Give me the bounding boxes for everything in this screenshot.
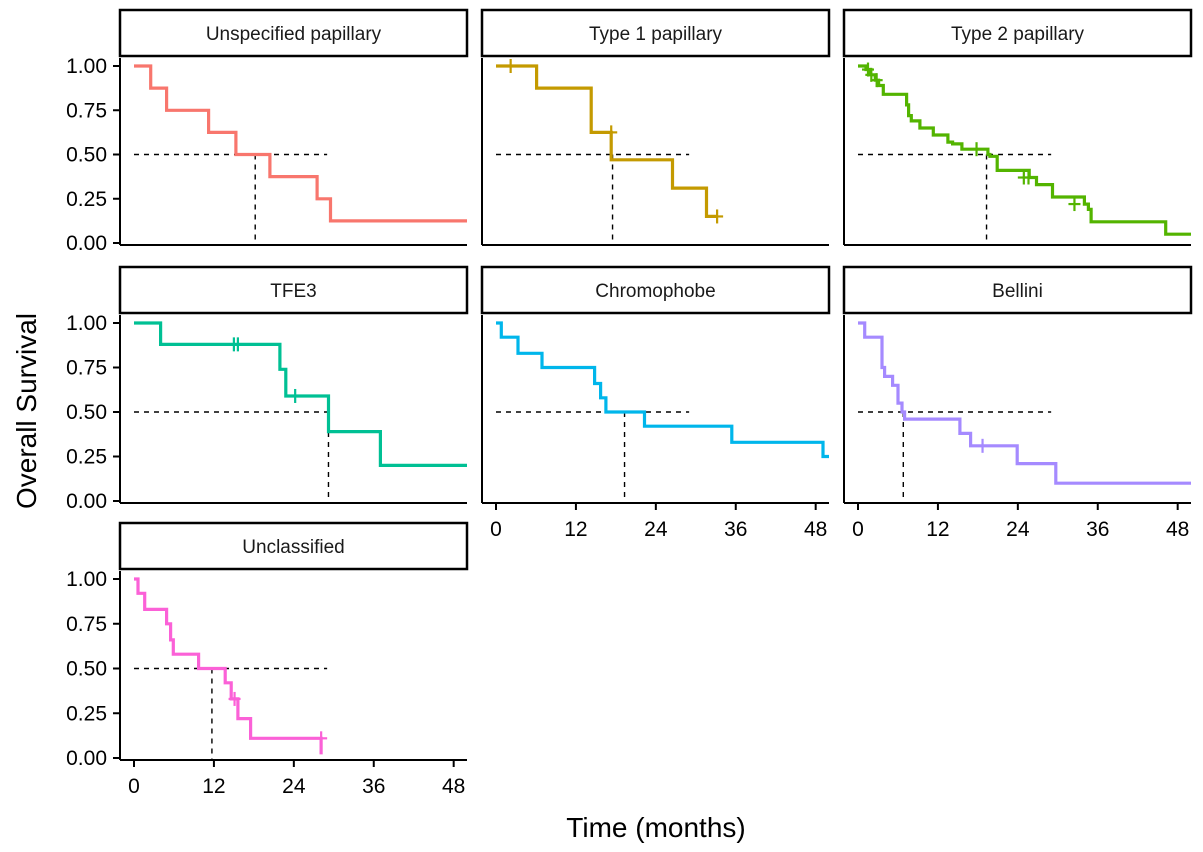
panel-title: Type 2 papillary — [951, 24, 1085, 45]
y-tick-label: 0.50 — [66, 144, 107, 167]
survival-curve — [858, 321, 1191, 485]
x-tick-label: 48 — [1166, 518, 1189, 541]
y-tick-label: 0.25 — [66, 446, 107, 469]
y-axis-title: Overall Survival — [11, 313, 42, 509]
y-tick-label: 1.00 — [66, 55, 107, 78]
panel-strip — [118, 521, 469, 571]
x-tick-label: 36 — [1086, 518, 1109, 541]
x-tick-label: 12 — [202, 775, 225, 798]
survival-curve — [134, 321, 467, 467]
y-tick-label: 0.50 — [66, 401, 107, 424]
panel-type-2-papillary: Type 2 papillary — [842, 8, 1193, 246]
survival-curve — [858, 64, 1191, 236]
survival-curve — [134, 577, 323, 755]
x-tick-label: 0 — [128, 775, 140, 798]
panel-strip — [118, 265, 469, 315]
x-tick-label: 12 — [564, 518, 587, 541]
x-tick-label: 24 — [644, 518, 668, 541]
x-tick-label: 48 — [804, 518, 827, 541]
panel-strip — [480, 265, 831, 315]
x-tick-label: 48 — [442, 775, 465, 798]
panel-unspecified-papillary: Unspecified papillary 0.00 0.25 0.50 0.75 1.0… — [66, 8, 469, 255]
panel-title: Unclassified — [242, 537, 344, 558]
panel-strip — [118, 8, 469, 58]
y-tick-label: 0.25 — [66, 702, 107, 725]
y-tick-label: 0.75 — [66, 99, 107, 122]
panel-strip — [480, 8, 831, 58]
y-tick-label: 0.00 — [66, 232, 107, 255]
panel-bellini: Bellini 0 12 24 36 48 — [842, 265, 1193, 541]
panel-type-1-papillary: Type 1 papillary — [480, 8, 831, 246]
panel-strip — [842, 265, 1193, 315]
panel-title: Bellini — [992, 281, 1043, 302]
panel-chromophobe: Chromophobe 0 12 24 36 48 — [480, 265, 831, 541]
y-tick-label: 0.25 — [66, 188, 107, 211]
survival-curve — [496, 321, 829, 459]
facet-panels: Unspecified papillary 0.00 0.25 0.50 0.75 1.0… — [66, 8, 1193, 798]
x-tick-label: 24 — [282, 775, 306, 798]
panel-title: Chromophobe — [595, 281, 715, 302]
y-tick-label: 0.50 — [66, 658, 107, 681]
y-tick-label: 1.00 — [66, 312, 107, 335]
survival-curve — [134, 64, 467, 223]
x-tick-label: 0 — [852, 518, 864, 541]
x-tick-label: 36 — [724, 518, 747, 541]
x-tick-label: 24 — [1006, 518, 1030, 541]
panel-unclassified: Unclassified 0.00 0.25 0.50 0.75 1.00 0 12 24 36 4… — [66, 521, 469, 798]
x-tick-label: 0 — [490, 518, 502, 541]
panel-title: Type 1 papillary — [589, 24, 723, 45]
x-tick-label: 12 — [926, 518, 949, 541]
y-tick-label: 0.00 — [66, 747, 107, 770]
y-tick-label: 0.00 — [66, 490, 107, 513]
y-tick-label: 0.75 — [66, 357, 107, 380]
panel-strip — [842, 8, 1193, 58]
survival-curve — [496, 64, 718, 218]
y-tick-label: 1.00 — [66, 568, 107, 591]
x-tick-label: 36 — [362, 775, 385, 798]
panel-tfe3: TFE3 0.00 0.25 0.50 0.75 1.00 — [66, 265, 469, 513]
x-axis-title: Time (months) — [566, 812, 745, 843]
y-tick-label: 0.75 — [66, 613, 107, 636]
panel-title: Unspecified papillary — [206, 24, 382, 45]
panel-title: TFE3 — [270, 281, 316, 302]
